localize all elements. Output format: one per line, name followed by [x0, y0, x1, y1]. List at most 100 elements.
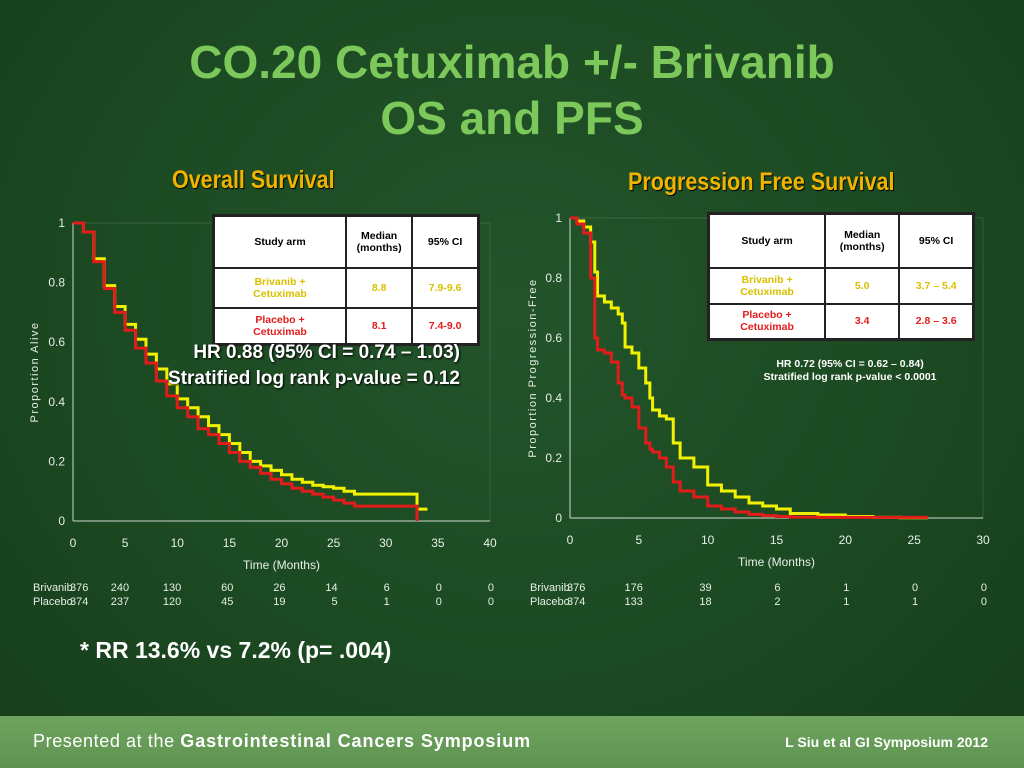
x-tick-label: 20: [839, 533, 853, 547]
at-risk-value: 0: [488, 582, 494, 594]
cell-ci: 2.8 – 3.6: [898, 302, 975, 341]
os-stats: HR 0.88 (95% CI = 0.74 – 1.03) Stratifie…: [160, 340, 460, 392]
header-median: Median (months): [344, 214, 414, 269]
y-tick-label: 1: [58, 216, 65, 230]
header-ci: 95% CI: [898, 212, 975, 269]
y-tick-label: 0.2: [545, 451, 562, 465]
at-risk-value: 176: [624, 582, 642, 594]
at-risk-row-label: Placebo: [33, 596, 73, 608]
at-risk-value: 130: [163, 582, 181, 594]
at-risk-value: 0: [488, 596, 494, 608]
y-tick-label: 0: [555, 511, 562, 525]
at-risk-value: 1: [912, 596, 918, 608]
at-risk-value: 133: [624, 596, 642, 608]
x-tick-label: 30: [379, 536, 393, 550]
x-tick-label: 5: [635, 533, 642, 547]
cell-arm: Placebo + Cetuximab: [212, 307, 347, 345]
y-tick-label: 0.2: [48, 454, 65, 468]
table-row-brivanib: Brivanib + Cetuximab 8.8 7.9-9.6: [212, 267, 480, 309]
at-risk-value: 120: [163, 596, 181, 608]
at-risk-value: 6: [384, 582, 390, 594]
at-risk-value: 0: [981, 582, 987, 594]
pfs-p-value-text: Stratified log rank p-value < 0.0001: [763, 371, 937, 383]
at-risk-value: 237: [111, 596, 129, 608]
at-risk-value: 1: [843, 582, 849, 594]
pfs-hr-text: HR 0.72 (95% CI = 0.62 – 0.84): [776, 358, 924, 370]
at-risk-value: 240: [111, 582, 129, 594]
table-row-placebo: Placebo + Cetuximab 3.4 2.8 – 3.6: [707, 302, 975, 341]
os-p-value-text: Stratified log rank p-value = 0.12: [168, 368, 460, 389]
y-tick-label: 0: [58, 514, 65, 528]
cell-median: 8.1: [344, 307, 414, 345]
footer-prefix: Presented at the: [33, 731, 181, 751]
os-hr-text: HR 0.88 (95% CI = 0.74 – 1.03): [193, 342, 460, 363]
at-risk-value: 19: [273, 596, 285, 608]
at-risk-value: 376: [70, 582, 88, 594]
slide-title: CO.20 Cetuximab +/- Brivanib OS and PFS: [0, 34, 1024, 146]
x-axis-label: Time (Months): [738, 555, 815, 569]
header-median: Median (months): [824, 212, 901, 269]
cell-median: 3.4: [824, 302, 901, 341]
at-risk-row-label: Brivanib: [530, 582, 570, 594]
x-tick-label: 20: [275, 536, 289, 550]
y-tick-label: 0.6: [545, 331, 562, 345]
y-tick-label: 0.4: [545, 391, 562, 405]
at-risk-value: 5: [332, 596, 338, 608]
x-tick-label: 40: [483, 536, 497, 550]
x-tick-label: 35: [431, 536, 445, 550]
at-risk-value: 374: [567, 596, 585, 608]
series-line-brivanib: [73, 221, 428, 511]
header-study-arm: Study arm: [212, 214, 347, 269]
x-tick-label: 5: [122, 536, 129, 550]
footer-bar: Presented at the Gastrointestinal Cancer…: [0, 716, 1024, 768]
slide-title-line1: CO.20 Cetuximab +/- Brivanib: [189, 36, 835, 88]
at-risk-value: 1: [384, 596, 390, 608]
table-header-row: Study arm Median (months) 95% CI: [707, 212, 975, 269]
at-risk-value: 1: [843, 596, 849, 608]
pfs-median-table: Study arm Median (months) 95% CI Brivani…: [707, 212, 975, 341]
x-tick-label: 10: [171, 536, 185, 550]
x-tick-label: 15: [223, 536, 237, 550]
pfs-panel-title: Progression Free Survival: [628, 168, 895, 196]
y-tick-label: 0.6: [48, 335, 65, 349]
cell-arm: Brivanib + Cetuximab: [707, 266, 827, 305]
footer-citation: L Siu et al GI Symposium 2012: [785, 734, 988, 750]
at-risk-row-label: Placebo: [530, 596, 570, 608]
at-risk-row-label: Brivanib: [33, 582, 73, 594]
at-risk-value: 14: [325, 582, 337, 594]
table-row-brivanib: Brivanib + Cetuximab 5.0 3.7 – 5.4: [707, 266, 975, 305]
cell-median: 5.0: [824, 266, 901, 305]
cell-ci: 7.4-9.0: [411, 307, 480, 345]
y-tick-label: 0.4: [48, 395, 65, 409]
series-line-placebo: [570, 216, 928, 519]
at-risk-value: 374: [70, 596, 88, 608]
at-risk-value: 26: [273, 582, 285, 594]
at-risk-value: 2: [774, 596, 780, 608]
x-tick-label: 15: [770, 533, 784, 547]
table-header-row: Study arm Median (months) 95% CI: [212, 214, 480, 269]
y-axis-label: Proportion Progression-Free: [527, 278, 539, 457]
os-panel-title: Overall Survival: [172, 166, 335, 194]
table-row-placebo: Placebo + Cetuximab 8.1 7.4-9.0: [212, 307, 480, 345]
footer-symposium-name: Gastrointestinal Cancers Symposium: [180, 731, 531, 751]
at-risk-value: 0: [912, 582, 918, 594]
y-tick-label: 0.8: [48, 276, 65, 290]
cell-median: 8.8: [344, 267, 414, 309]
at-risk-value: 39: [699, 582, 711, 594]
y-tick-label: 0.8: [545, 271, 562, 285]
slide-title-line2: OS and PFS: [380, 92, 644, 144]
x-axis-label: Time (Months): [243, 558, 320, 572]
at-risk-value: 0: [436, 596, 442, 608]
at-risk-value: 18: [699, 596, 711, 608]
response-rate-note: * RR 13.6% vs 7.2% (p= .004): [80, 637, 392, 663]
cell-arm: Brivanib + Cetuximab: [212, 267, 347, 309]
at-risk-value: 0: [436, 582, 442, 594]
y-axis-label: Proportion Alive: [29, 321, 41, 422]
at-risk-value: 6: [774, 582, 780, 594]
x-tick-label: 10: [701, 533, 715, 547]
at-risk-value: 60: [221, 582, 233, 594]
footer-symposium-text: Presented at the Gastrointestinal Cancer…: [33, 731, 531, 752]
y-tick-label: 1: [555, 211, 562, 225]
